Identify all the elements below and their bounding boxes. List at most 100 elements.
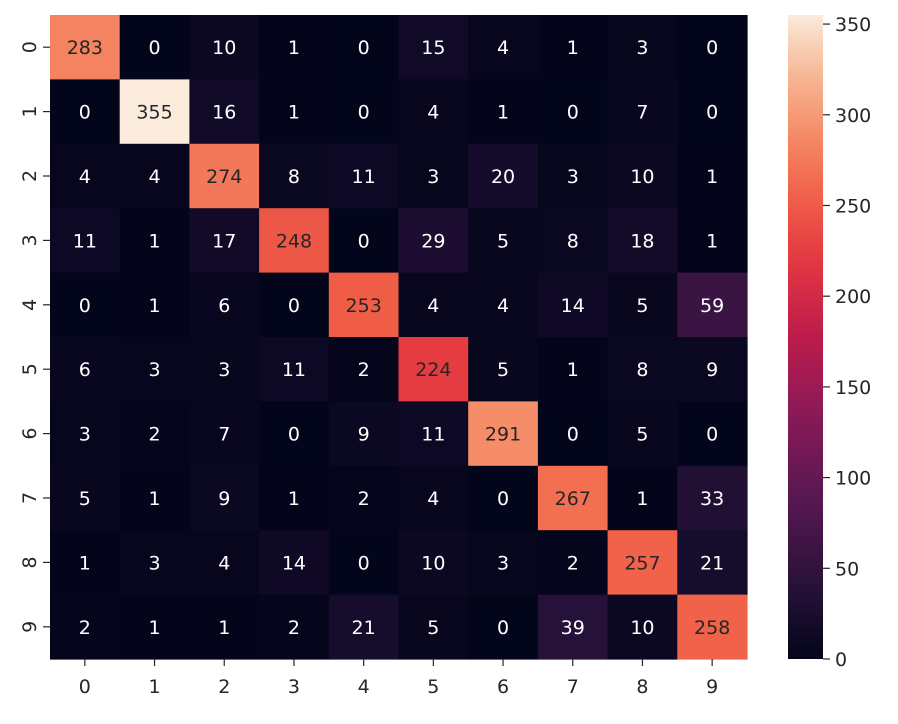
heatmap-cell (189, 272, 260, 338)
heatmap-cell (398, 15, 469, 80)
heatmap-cell (328, 530, 400, 596)
heatmap-cell (259, 272, 330, 338)
heatmap-cell (677, 530, 748, 596)
cell-value-label: 253 (346, 295, 382, 317)
cell-value-label: 1 (288, 102, 300, 124)
heatmap-cell (119, 79, 190, 145)
heatmap-cell (468, 465, 539, 531)
cell-value-label: 8 (567, 230, 579, 252)
heatmap-cell (189, 208, 260, 274)
heatmap-cell (189, 15, 260, 80)
x-tick-label: 6 (497, 676, 509, 698)
y-tick-label: 2 (19, 170, 41, 182)
cell-value-label: 2 (358, 359, 370, 381)
heatmap-cell (537, 272, 609, 338)
heatmap-cell (328, 594, 400, 660)
cell-value-label: 2 (567, 552, 579, 574)
heatmap-cell (677, 337, 748, 402)
heatmap-cell (607, 465, 678, 531)
heatmap-cell (537, 530, 609, 596)
heatmap-cell (328, 79, 400, 145)
cell-value-label: 291 (485, 424, 521, 446)
cell-value-label: 0 (358, 102, 370, 124)
heatmap-cell (259, 337, 330, 402)
heatmap-cell (328, 465, 400, 531)
cell-value-label: 5 (497, 359, 509, 381)
cell-value-label: 4 (149, 166, 161, 188)
y-tick-label: 5 (19, 363, 41, 375)
heatmap-cell (119, 15, 190, 80)
heatmap-cell (468, 272, 539, 338)
heatmap-cell (50, 143, 121, 209)
heatmap-cell (259, 530, 330, 596)
cell-value-label: 3 (149, 552, 161, 574)
cell-value-label: 2 (149, 424, 161, 446)
cell-value-label: 248 (276, 230, 312, 252)
cell-value-label: 3 (427, 166, 439, 188)
heatmap-cell (50, 272, 121, 338)
cell-value-label: 0 (358, 552, 370, 574)
cell-value-label: 2 (358, 488, 370, 510)
cell-value-label: 1 (79, 552, 91, 574)
heatmap-cell (677, 143, 748, 209)
cell-value-label: 10 (630, 166, 654, 188)
heatmap-cells (50, 15, 748, 660)
cell-value-label: 8 (288, 166, 300, 188)
cell-value-label: 10 (212, 37, 236, 59)
colorbar-tick-label: 250 (835, 195, 871, 217)
heatmap-cell (537, 143, 609, 209)
cell-value-label: 3 (636, 37, 648, 59)
heatmap-cell (607, 401, 678, 467)
cell-value-label: 4 (427, 488, 439, 510)
cell-value-label: 0 (358, 230, 370, 252)
cell-value-label: 15 (421, 37, 445, 59)
cell-value-label: 11 (73, 230, 97, 252)
heatmap-cell (607, 208, 678, 274)
heatmap-cell (50, 401, 121, 467)
colorbar-tick-label: 100 (835, 468, 871, 490)
cell-value-label: 4 (427, 102, 439, 124)
cell-value-label: 3 (497, 552, 509, 574)
heatmap-cell (398, 208, 469, 274)
heatmap-cell (50, 79, 121, 145)
cell-value-label: 224 (415, 359, 451, 381)
cell-value-label: 33 (700, 488, 724, 510)
heatmap-cell (328, 337, 400, 402)
cell-value-label: 4 (427, 295, 439, 317)
heatmap-cell (259, 208, 330, 274)
cell-value-label: 9 (218, 488, 230, 510)
heatmap-cell (259, 465, 330, 531)
x-tick-label: 8 (636, 676, 648, 698)
x-tick-label: 1 (149, 676, 161, 698)
heatmap-cell (607, 79, 678, 145)
heatmap-cell (259, 143, 330, 209)
y-tick-label: 3 (19, 234, 41, 246)
cell-value-label: 7 (636, 102, 648, 124)
heatmap-cell (468, 530, 539, 596)
heatmap-cell (398, 465, 469, 531)
heatmap-cell (468, 15, 539, 80)
heatmap-cell (398, 79, 469, 145)
cell-value-label: 3 (218, 359, 230, 381)
cell-value-label: 1 (149, 295, 161, 317)
cell-value-label: 16 (212, 102, 236, 124)
cell-value-label: 4 (218, 552, 230, 574)
heatmap-cell (677, 272, 748, 338)
heatmap-cell-labels: 283 0 10 1 0 15 4 1 3 00 355 16 1 0 4 1 0 7 04 4 274 8 11 3 20 3 1… (67, 37, 731, 639)
cell-value-label: 1 (567, 359, 579, 381)
cell-value-label: 0 (567, 424, 579, 446)
y-tick-label: 9 (19, 621, 41, 633)
cell-value-label: 258 (694, 617, 730, 639)
heatmap-cell (189, 337, 260, 402)
cell-value-label: 1 (706, 230, 718, 252)
cell-value-label: 5 (636, 424, 648, 446)
heatmap-cell (50, 530, 121, 596)
heatmap-cell (398, 401, 469, 467)
cell-value-label: 1 (567, 37, 579, 59)
heatmap-cell (328, 15, 400, 80)
heatmap-cell (328, 143, 400, 209)
heatmap-cell (50, 594, 121, 660)
heatmap-cell (189, 143, 260, 209)
cell-value-label: 5 (497, 230, 509, 252)
colorbar: 0 50 100 150 200 250 300 350 (788, 14, 871, 671)
